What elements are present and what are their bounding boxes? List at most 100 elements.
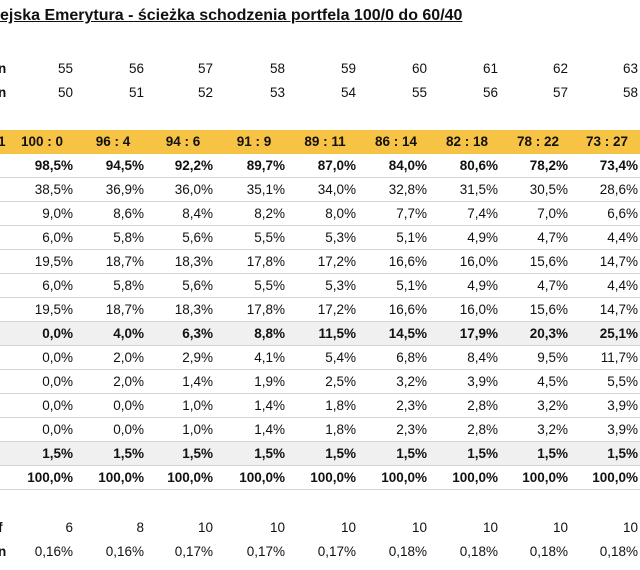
table-cell[interactable]: 62: [552, 61, 568, 76]
table-cell[interactable]: 4,4%: [607, 278, 638, 293]
table-cell[interactable]: 100,0%: [239, 470, 285, 485]
table-cell[interactable]: 10: [622, 520, 638, 535]
table-cell[interactable]: 25,1%: [599, 326, 638, 341]
table-cell[interactable]: 3,9%: [607, 422, 638, 437]
table-cell[interactable]: 3,9%: [607, 398, 638, 413]
table-cell[interactable]: 1,4%: [182, 374, 213, 389]
table-cell[interactable]: 100,0%: [452, 470, 498, 485]
table-cell[interactable]: 36,9%: [105, 182, 144, 197]
table-cell[interactable]: 31,5%: [459, 182, 498, 197]
table-cell[interactable]: 16,6%: [388, 302, 427, 317]
table-cell[interactable]: 5,3%: [325, 278, 356, 293]
table-cell[interactable]: 2,0%: [113, 350, 144, 365]
table-cell[interactable]: 8,4%: [182, 206, 213, 221]
table-cell[interactable]: 10: [340, 520, 356, 535]
table-cell[interactable]: 14,7%: [599, 302, 638, 317]
table-cell[interactable]: 0,0%: [42, 374, 73, 389]
table-cell[interactable]: 19,5%: [34, 302, 73, 317]
table-cell[interactable]: 4,5%: [537, 374, 568, 389]
table-cell[interactable]: 10: [197, 520, 213, 535]
table-cell[interactable]: 0,17%: [246, 544, 285, 559]
table-cell[interactable]: 2,9%: [182, 350, 213, 365]
table-cell[interactable]: 8,2%: [254, 206, 285, 221]
table-cell[interactable]: 1,9%: [254, 374, 285, 389]
table-cell[interactable]: 4,1%: [254, 350, 285, 365]
table-cell[interactable]: 1,8%: [325, 398, 356, 413]
table-cell[interactable]: 17,2%: [317, 302, 356, 317]
table-cell[interactable]: 8,4%: [467, 350, 498, 365]
table-cell[interactable]: 6: [65, 520, 73, 535]
table-cell[interactable]: 17,8%: [246, 254, 285, 269]
table-cell[interactable]: 96 : 4: [95, 134, 131, 149]
table-cell[interactable]: 2,3%: [396, 398, 427, 413]
table-cell[interactable]: 57: [197, 61, 213, 76]
table-cell[interactable]: 87,0%: [317, 158, 356, 173]
table-cell[interactable]: 92,2%: [174, 158, 213, 173]
table-cell[interactable]: 5,8%: [113, 230, 144, 245]
table-cell[interactable]: 35,1%: [246, 182, 285, 197]
table-cell[interactable]: 5,5%: [607, 374, 638, 389]
table-cell[interactable]: 0,0%: [113, 398, 144, 413]
table-cell[interactable]: 1,5%: [396, 446, 427, 461]
table-cell[interactable]: 5,8%: [113, 278, 144, 293]
table-cell[interactable]: 10: [411, 520, 427, 535]
table-cell[interactable]: 0,0%: [42, 422, 73, 437]
table-cell[interactable]: 58: [622, 85, 638, 100]
table-cell[interactable]: 80,6%: [459, 158, 498, 173]
table-cell[interactable]: 30,5%: [529, 182, 568, 197]
table-cell[interactable]: 14,7%: [599, 254, 638, 269]
table-cell[interactable]: 55: [411, 85, 427, 100]
table-cell[interactable]: 52: [197, 85, 213, 100]
table-cell[interactable]: 0,16%: [105, 544, 144, 559]
table-cell[interactable]: 18,3%: [174, 254, 213, 269]
table-cell[interactable]: 4,7%: [537, 230, 568, 245]
table-cell[interactable]: 63: [622, 61, 638, 76]
table-cell[interactable]: 0,17%: [174, 544, 213, 559]
table-cell[interactable]: 5,4%: [325, 350, 356, 365]
table-cell[interactable]: 1,8%: [325, 422, 356, 437]
table-cell[interactable]: 38,5%: [34, 182, 73, 197]
table-cell[interactable]: 78,2%: [529, 158, 568, 173]
table-cell[interactable]: 10: [482, 520, 498, 535]
table-cell[interactable]: 9,0%: [42, 206, 73, 221]
table-cell[interactable]: 28,6%: [599, 182, 638, 197]
table-cell[interactable]: 82 : 18: [445, 134, 489, 149]
table-cell[interactable]: 10: [269, 520, 285, 535]
table-cell[interactable]: 100 : 0: [20, 134, 64, 149]
table-cell[interactable]: 5,3%: [325, 230, 356, 245]
table-cell[interactable]: 4,9%: [467, 230, 498, 245]
table-cell[interactable]: 1,5%: [113, 446, 144, 461]
table-cell[interactable]: 1,5%: [537, 446, 568, 461]
table-cell[interactable]: 0,18%: [529, 544, 568, 559]
table-cell[interactable]: 6,6%: [607, 206, 638, 221]
table-cell[interactable]: 91 : 9: [236, 134, 272, 149]
table-cell[interactable]: 58: [269, 61, 285, 76]
table-cell[interactable]: 2,5%: [325, 374, 356, 389]
table-cell[interactable]: 54: [340, 85, 356, 100]
table-cell[interactable]: 34,0%: [317, 182, 356, 197]
table-cell[interactable]: 14,5%: [388, 326, 427, 341]
table-cell[interactable]: 100,0%: [98, 470, 144, 485]
table-cell[interactable]: 56: [128, 61, 144, 76]
table-cell[interactable]: 73,4%: [599, 158, 638, 173]
table-cell[interactable]: 36,0%: [174, 182, 213, 197]
table-cell[interactable]: 1,5%: [254, 446, 285, 461]
table-cell[interactable]: 7,4%: [467, 206, 498, 221]
table-cell[interactable]: 20,3%: [529, 326, 568, 341]
table-cell[interactable]: 5,6%: [182, 230, 213, 245]
table-cell[interactable]: 1,0%: [182, 398, 213, 413]
table-cell[interactable]: 51: [128, 85, 144, 100]
table-cell[interactable]: 0,18%: [459, 544, 498, 559]
table-cell[interactable]: 1,5%: [182, 446, 213, 461]
table-cell[interactable]: 53: [269, 85, 285, 100]
table-cell[interactable]: 1,5%: [42, 446, 73, 461]
table-cell[interactable]: 94,5%: [105, 158, 144, 173]
table-cell[interactable]: 3,9%: [467, 374, 498, 389]
table-cell[interactable]: 94 : 6: [165, 134, 201, 149]
table-cell[interactable]: 89 : 11: [304, 134, 346, 149]
table-cell[interactable]: 5,1%: [396, 278, 427, 293]
table-cell[interactable]: 57: [552, 85, 568, 100]
table-cell[interactable]: 89,7%: [246, 158, 285, 173]
table-cell[interactable]: 98,5%: [34, 158, 73, 173]
table-cell[interactable]: 16,0%: [459, 254, 498, 269]
